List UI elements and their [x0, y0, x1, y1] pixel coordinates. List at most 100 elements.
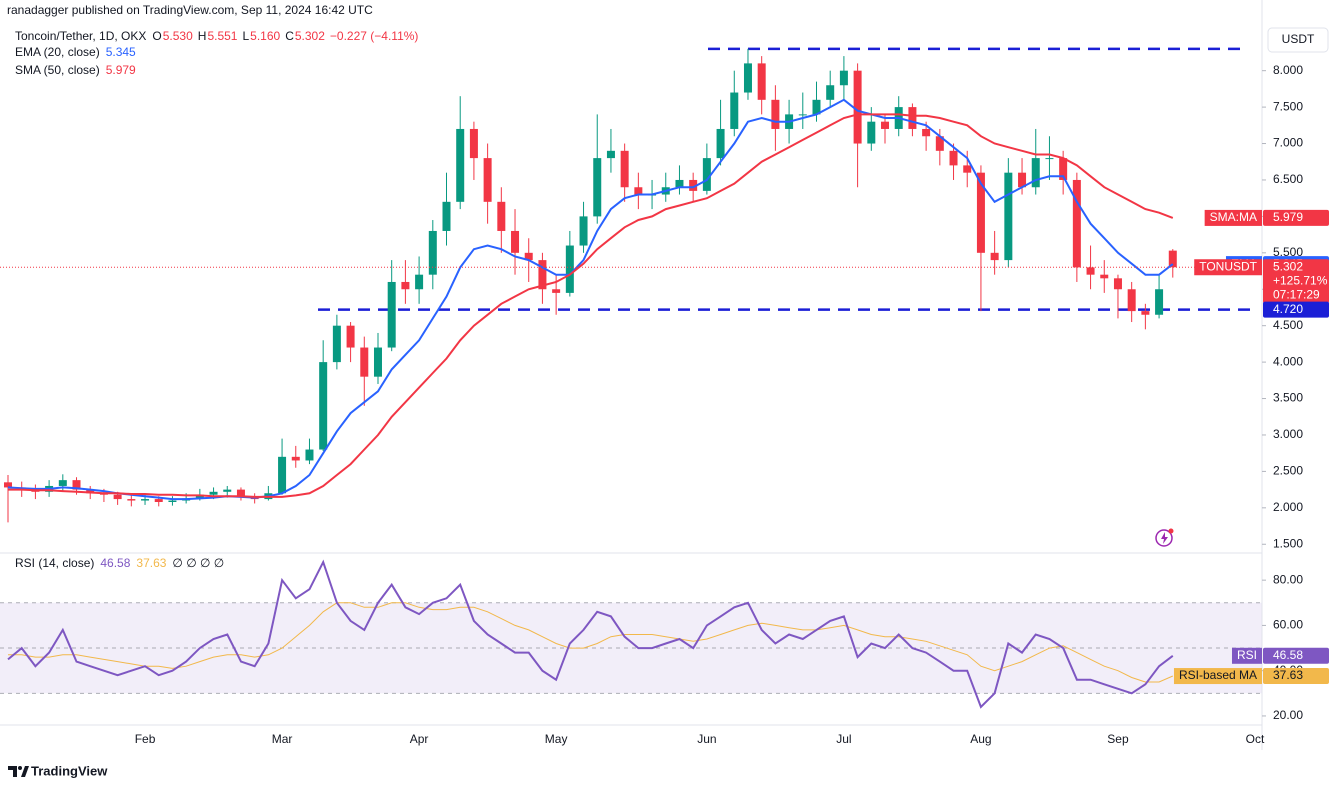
- candle-body: [634, 187, 643, 195]
- candle-body: [524, 252, 533, 261]
- candle-body: [373, 347, 382, 377]
- rsi-ma-legend-value: 37.63: [136, 556, 166, 570]
- candle-body: [812, 99, 821, 115]
- candle-body: [1127, 289, 1136, 312]
- candle-body: [511, 230, 520, 253]
- currency: USDT: [1282, 32, 1315, 46]
- symbol: Toncoin/Tether, 1D, OKX: [15, 29, 146, 43]
- candle-body: [1059, 158, 1068, 180]
- tag-name: TONUSDT: [1199, 259, 1257, 273]
- candle-body: [730, 92, 739, 129]
- candle-body: [86, 489, 95, 494]
- candle-body: [4, 482, 12, 488]
- candle-body: [483, 158, 492, 202]
- ohlc-value: 5.530: [163, 29, 193, 43]
- candle-body: [1086, 267, 1095, 275]
- tag-box: [1263, 668, 1329, 685]
- candle-body: [743, 63, 752, 93]
- attribution: ranadagger published on TradingView.com,…: [7, 3, 373, 17]
- candle-body: [278, 456, 287, 494]
- ohlc-key: H: [198, 29, 207, 43]
- x-tick-label: Jun: [697, 732, 716, 746]
- candle-body: [1045, 158, 1054, 160]
- candle-body: [1113, 278, 1122, 290]
- tag-value: 07:17:29: [1273, 287, 1320, 301]
- x-tick-label: Apr: [410, 732, 429, 746]
- tag-box: [1263, 209, 1329, 226]
- y-tick-label: 4.000: [1273, 354, 1303, 368]
- y-tick-label: 6.500: [1273, 172, 1303, 186]
- tag-name-box: [1194, 259, 1262, 276]
- x-tick-label: Jul: [836, 732, 851, 746]
- x-tick-label: May: [545, 732, 568, 746]
- y-tick-label: 3.000: [1273, 427, 1303, 441]
- ema-line: [7, 98, 1174, 501]
- candle-body: [1072, 179, 1081, 268]
- y-tick-label: 1.500: [1273, 536, 1303, 550]
- ohlc-key: O: [152, 29, 161, 43]
- candle-body: [1018, 172, 1027, 188]
- ohlc-value: 5.160: [250, 29, 280, 43]
- candle-body: [716, 128, 725, 159]
- candle-body: [168, 500, 177, 502]
- candle-body: [319, 362, 328, 450]
- candle-body: [867, 121, 876, 144]
- candle-body: [565, 245, 574, 293]
- candle-body: [195, 494, 204, 499]
- tag-box: [1263, 647, 1329, 664]
- candle-body: [538, 260, 547, 290]
- x-tick-label: Oct: [1246, 732, 1265, 746]
- y-tick-label: 7.000: [1273, 136, 1303, 150]
- candle-body: [141, 499, 150, 501]
- sma-legend-value: 5.979: [106, 63, 136, 77]
- candle-body: [606, 150, 615, 159]
- currency-box[interactable]: [1267, 27, 1329, 53]
- rsi-y-tick-label: 20.00: [1273, 708, 1303, 722]
- candle-body: [976, 172, 985, 253]
- candle-body: [72, 480, 81, 490]
- candle-body: [593, 158, 602, 217]
- candle-body: [428, 230, 437, 275]
- ema-legend-value: 5.345: [106, 45, 136, 59]
- tag-box: [1263, 301, 1329, 318]
- candle-body: [1155, 289, 1164, 315]
- candle-body: [757, 63, 766, 100]
- tag-value: +125.71%: [1273, 273, 1328, 287]
- candle-body: [113, 494, 122, 500]
- sma-line: [8, 113, 1174, 498]
- candle-body: [332, 325, 341, 363]
- candle-body: [209, 491, 218, 495]
- lightning-icon[interactable]: [1155, 528, 1174, 547]
- tag-value: 4.720: [1273, 302, 1303, 316]
- candle-body: [689, 179, 698, 191]
- x-tick-label: Sep: [1107, 732, 1129, 746]
- rsi-extra: ∅ ∅ ∅ ∅: [172, 556, 224, 570]
- tag-name-box: [1231, 647, 1262, 664]
- candle-body: [1141, 311, 1150, 315]
- tag-value: 37.63: [1273, 668, 1303, 682]
- candle-body: [127, 499, 136, 501]
- rsi-line: [7, 559, 1174, 709]
- candle-body: [154, 499, 163, 502]
- candle-body: [401, 281, 410, 290]
- candle-body: [990, 252, 999, 261]
- tag-value: 46.58: [1273, 648, 1303, 662]
- y-tick-label: 2.000: [1273, 500, 1303, 514]
- candle-body: [675, 179, 684, 188]
- x-tick-label: Mar: [272, 732, 293, 746]
- candle-body: [442, 201, 451, 231]
- candle-body: [798, 114, 807, 116]
- candle-body: [387, 281, 396, 348]
- candle-body: [949, 150, 958, 166]
- ema-legend: EMA (20, close): [15, 45, 100, 59]
- candle-body: [908, 107, 917, 129]
- candle-body: [826, 85, 835, 100]
- tag-value: 5.302: [1273, 259, 1303, 273]
- candle-body: [469, 128, 478, 159]
- rsi-legend: RSI (14, close): [15, 556, 94, 570]
- candle-body: [935, 136, 944, 151]
- brand: TradingView: [31, 763, 108, 778]
- rsi-y-tick-label: 60.00: [1273, 618, 1303, 632]
- brand-logo: [8, 766, 29, 777]
- candle-body: [963, 165, 972, 173]
